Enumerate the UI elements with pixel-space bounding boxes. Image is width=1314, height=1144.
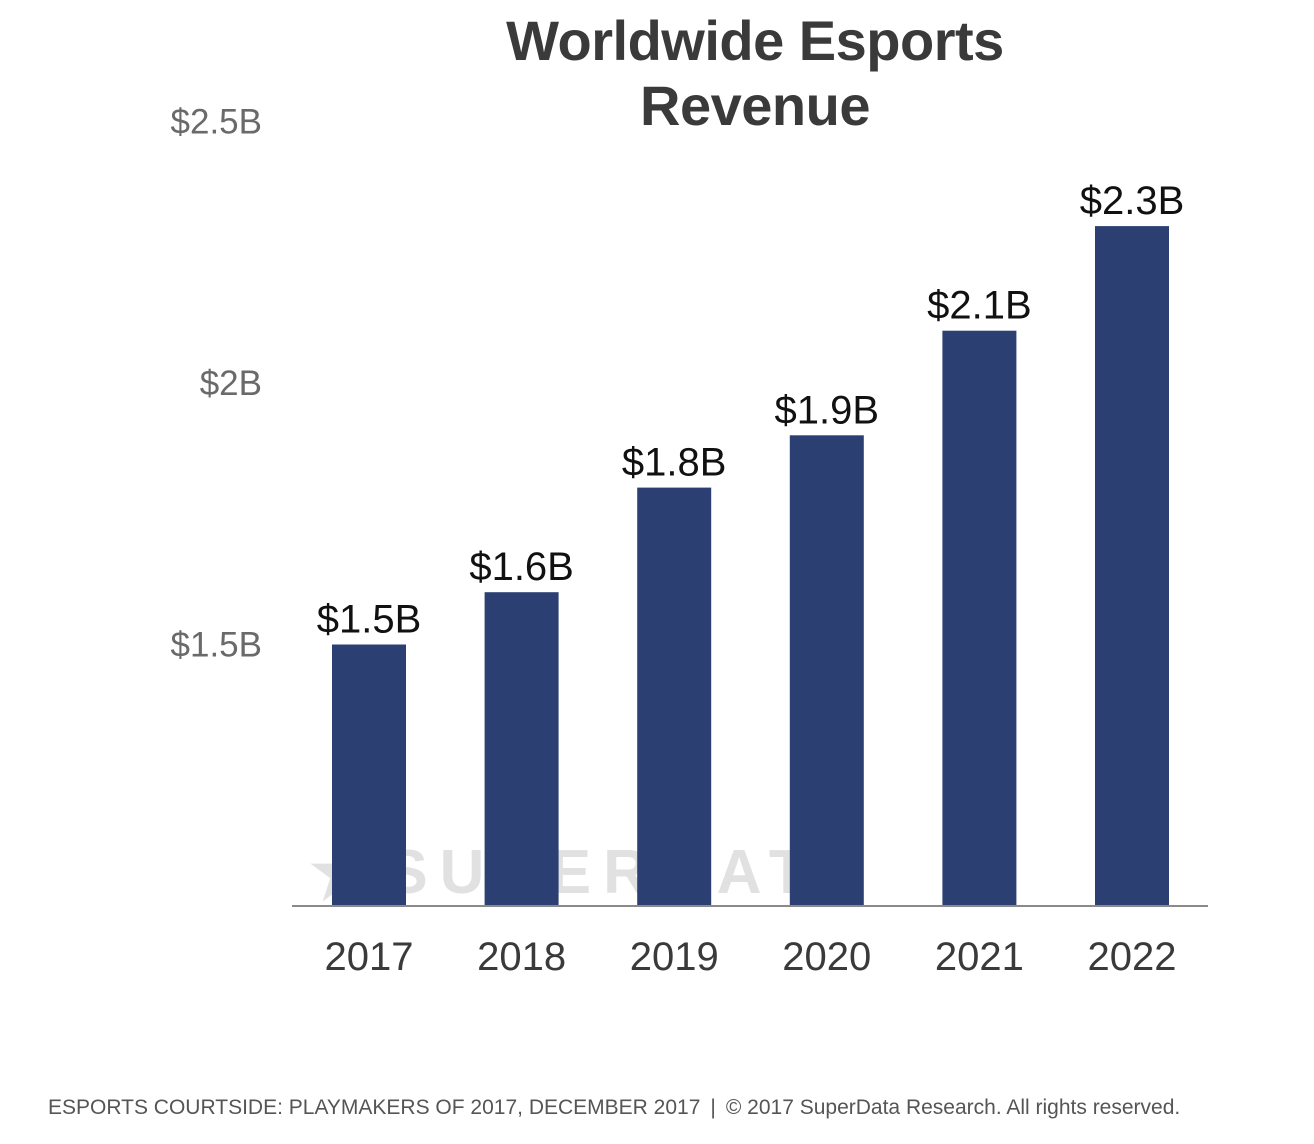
bar-2021 xyxy=(942,330,1017,906)
superdata-watermark: ★ SUPERDATA xyxy=(305,830,871,914)
bar-2020 xyxy=(789,435,864,906)
x-tick-label: 2017 xyxy=(325,935,414,979)
x-tick-label: 2021 xyxy=(935,935,1024,979)
footer-source: ESPORTS COURTSIDE: PLAYMAKERS OF 2017, D… xyxy=(48,1096,701,1119)
bar-chart: $1.5B$2B$2.5B $1.5B$1.6B$1.8B$1.9B$2.1B$… xyxy=(171,103,1208,979)
y-tick-label: $1.5B xyxy=(171,626,262,665)
bar-value-label: $1.9B xyxy=(775,388,880,432)
bar-2018 xyxy=(484,592,559,906)
x-axis-ticks: 2017 2018 2019 2020 2021 2022 xyxy=(325,935,1177,979)
bar-2019 xyxy=(637,487,712,906)
y-tick-label: $2.5B xyxy=(171,103,262,142)
footer: ESPORTS COURTSIDE: PLAYMAKERS OF 2017, D… xyxy=(48,1096,1180,1120)
bar-value-label: $2.3B xyxy=(1080,179,1185,223)
bar-value-label: $1.5B xyxy=(317,598,422,642)
watermark-text: SUPERDATA xyxy=(386,837,871,907)
bar-value-label: $2.1B xyxy=(927,284,1032,328)
x-tick-label: 2020 xyxy=(782,935,871,979)
x-tick-label: 2018 xyxy=(477,935,566,979)
bar-value-label: $1.6B xyxy=(469,545,574,589)
footer-copyright: © 2017 SuperData Research. All rights re… xyxy=(725,1096,1181,1119)
bar-2022 xyxy=(1095,226,1169,907)
bar-2017 xyxy=(332,644,406,906)
bar-value-labels: $1.5B $1.6B $1.8B $1.9B $2.1B $2.3B xyxy=(317,179,1185,641)
chart-title: Worldwide Esports Revenue xyxy=(506,9,1004,137)
y-axis-ticks: $1.5B $2B $2.5B xyxy=(171,103,262,665)
bar-value-label: $1.8B xyxy=(622,441,727,485)
y-tick-label: $2B xyxy=(200,364,262,403)
footer-separator: | xyxy=(710,1096,716,1119)
x-tick-label: 2019 xyxy=(630,935,719,979)
bars xyxy=(332,226,1169,907)
x-tick-label: 2022 xyxy=(1088,935,1177,979)
